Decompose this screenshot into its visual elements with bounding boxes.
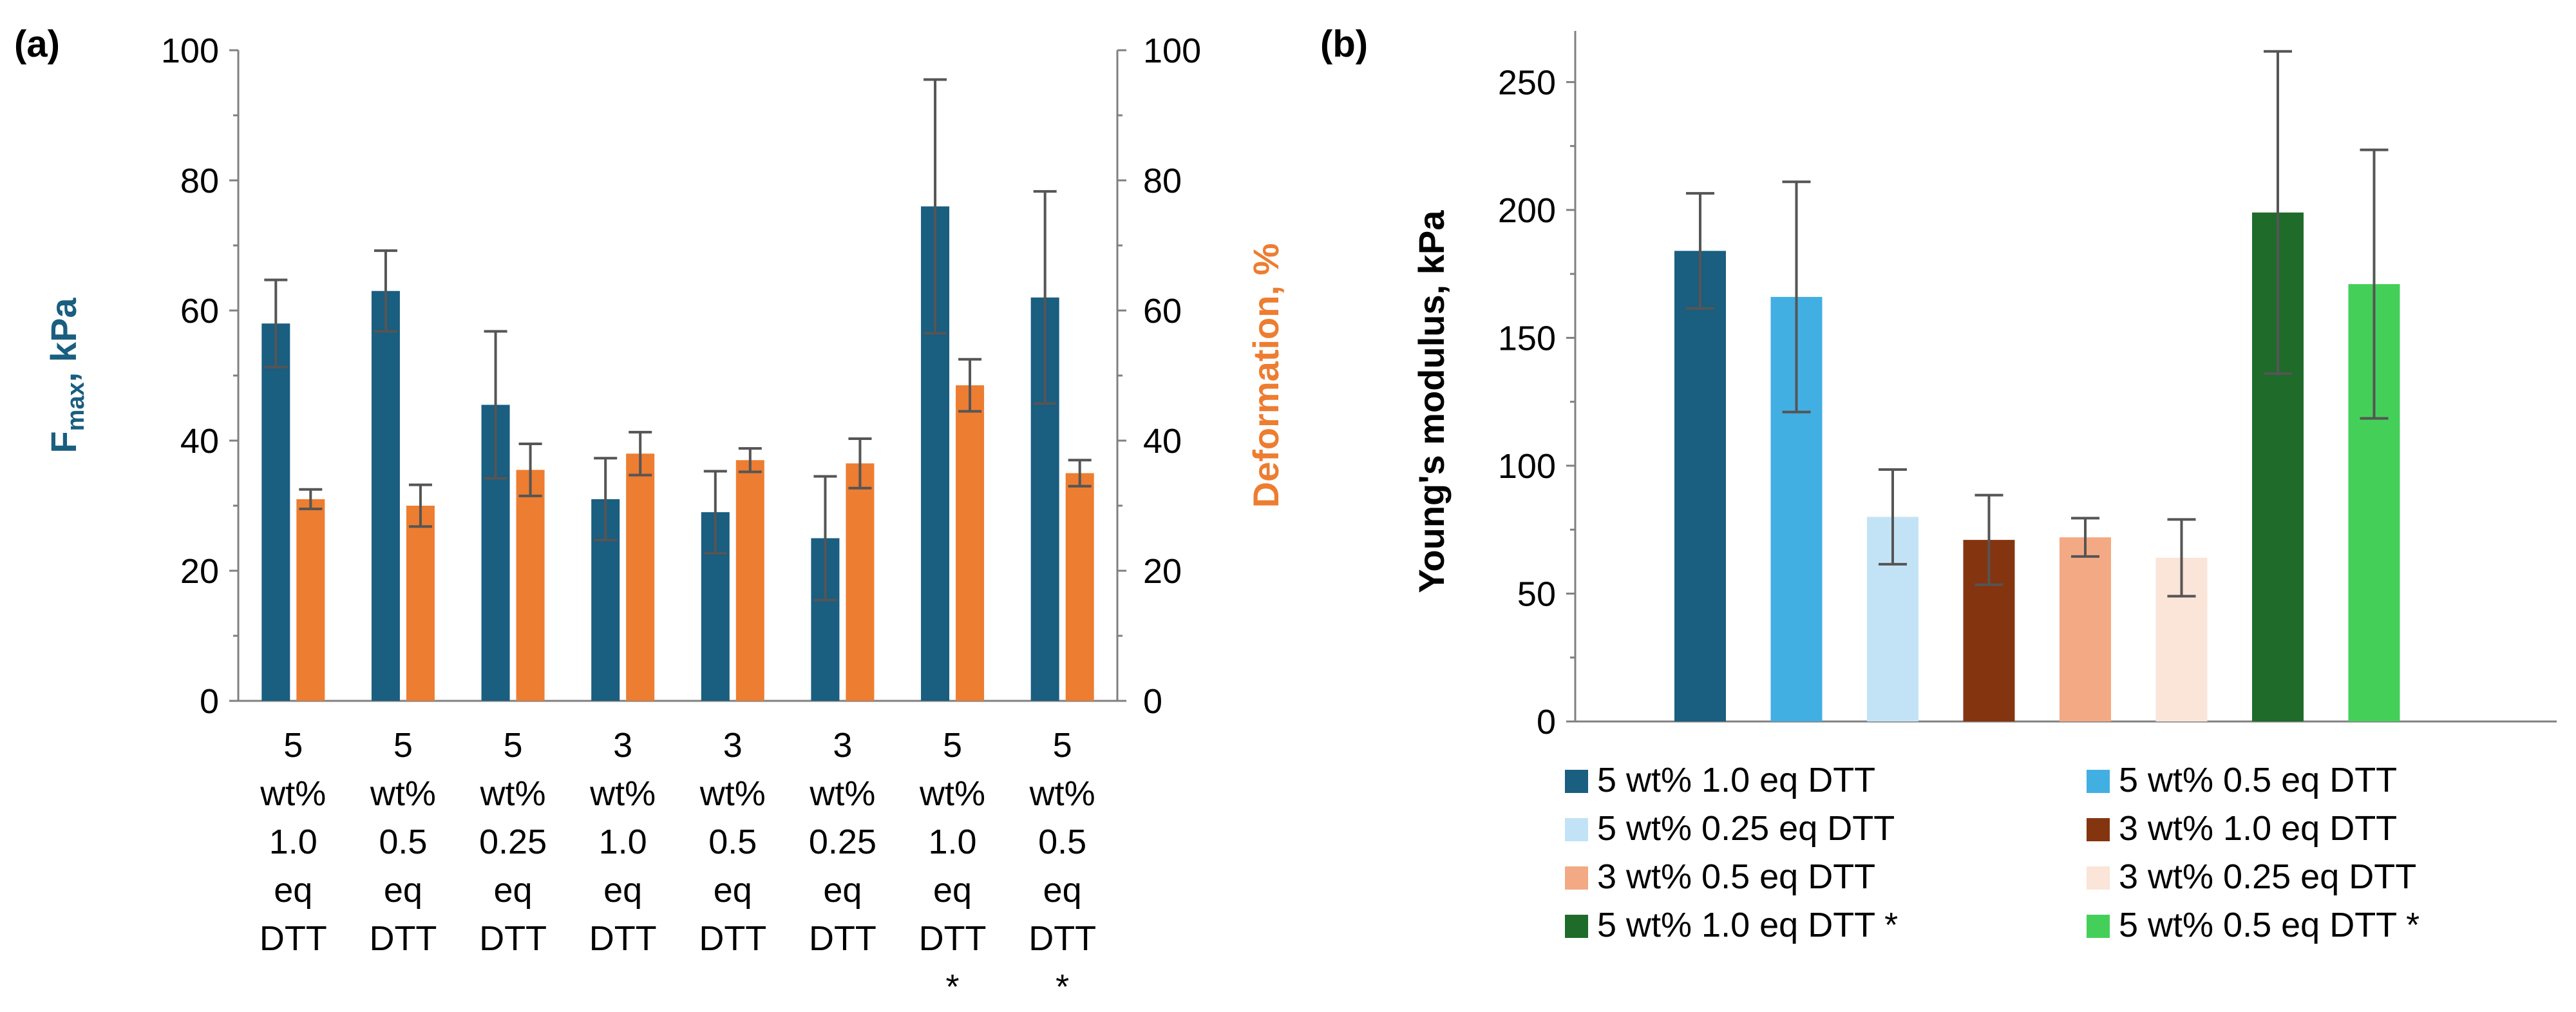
- category-label: 0.5: [708, 823, 757, 861]
- category-label: DTT: [919, 919, 987, 958]
- left-tick-label: 40: [180, 422, 219, 461]
- category-label: 0.25: [479, 823, 547, 861]
- legend-label: 5 wt% 0.5 eq DTT *: [2119, 906, 2420, 944]
- legend-label: 5 wt% 0.25 eq DTT: [1597, 809, 1895, 848]
- bar-deformation: [1065, 473, 1094, 701]
- legend-swatch: [1565, 770, 1588, 793]
- category-label: 5: [504, 726, 523, 765]
- category-label: 3: [613, 726, 632, 765]
- category-label: wt%: [260, 774, 326, 813]
- panel-a-label: (a): [14, 23, 60, 65]
- modulus-bar: [1674, 251, 1726, 721]
- bar-deformation: [296, 499, 325, 701]
- category-label: 5: [393, 726, 413, 765]
- category-label: *: [1056, 968, 1069, 1006]
- category-label: 5: [943, 726, 962, 765]
- legend-swatch: [2087, 818, 2110, 841]
- panel-b-label: (b): [1320, 23, 1368, 65]
- right-tick-label: 100: [1143, 32, 1201, 70]
- category-label: DTT: [809, 919, 876, 958]
- category-label: wt%: [370, 774, 436, 813]
- left-axis-title-rest: , kPa: [43, 298, 84, 383]
- category-label: eq: [603, 871, 642, 910]
- category-label: eq: [494, 871, 533, 910]
- tick-label: 250: [1498, 63, 1556, 102]
- category-label: eq: [823, 871, 862, 910]
- legend-label: 3 wt% 1.0 eq DTT: [2119, 809, 2397, 848]
- bar-deformation: [626, 453, 655, 701]
- left-axis-title: Fmax, kPa: [43, 298, 90, 453]
- category-label: eq: [1043, 871, 1082, 910]
- left-tick-label: 0: [200, 682, 219, 721]
- category-label: eq: [384, 871, 422, 910]
- bar-fmax: [371, 291, 400, 701]
- category-label: DTT: [589, 919, 657, 958]
- left-tick-label: 100: [161, 32, 219, 70]
- bar-deformation: [956, 385, 985, 701]
- legend-swatch: [2087, 866, 2110, 890]
- legend-label: 3 wt% 0.25 eq DTT: [2119, 857, 2416, 896]
- category-label: 1.0: [599, 823, 647, 861]
- bar-deformation: [516, 470, 545, 701]
- category-label: DTT: [260, 919, 327, 958]
- right-tick-label: 20: [1143, 552, 1182, 591]
- legend-label: 5 wt% 1.0 eq DTT *: [1597, 906, 1898, 944]
- category-label: eq: [714, 871, 752, 910]
- category-label: eq: [933, 871, 972, 910]
- legend-label: 5 wt% 0.5 eq DTT: [2119, 761, 2397, 799]
- left-tick-label: 20: [180, 552, 219, 591]
- left-tick-label: 60: [180, 292, 219, 330]
- category-label: 5: [1053, 726, 1072, 765]
- category-label: 0.5: [1038, 823, 1086, 861]
- tick-label: 0: [1537, 703, 1556, 741]
- category-label: wt%: [809, 774, 875, 813]
- category-label: 3: [723, 726, 743, 765]
- right-tick-label: 60: [1143, 292, 1182, 330]
- bar-deformation: [846, 463, 875, 701]
- tick-label: 100: [1498, 447, 1556, 486]
- category-label: 1.0: [929, 823, 977, 861]
- category-label: 0.5: [379, 823, 427, 861]
- legend-swatch: [1565, 818, 1588, 841]
- legend-label: 5 wt% 1.0 eq DTT: [1597, 761, 1875, 799]
- right-tick-label: 40: [1143, 422, 1182, 461]
- panel-b-chart: (b) Young's modulus, kPa 0 50 100 150 200 250…: [1320, 23, 2557, 944]
- legend-swatch: [2087, 915, 2110, 938]
- category-label: 1.0: [269, 823, 317, 861]
- category-label: 0.25: [809, 823, 876, 861]
- right-tick-label: 0: [1143, 682, 1162, 721]
- left-tick-label: 80: [180, 162, 219, 200]
- panel-a-chart: (a) Fmax, kPa Deformation, % 0 20 40 60 80 10…: [14, 23, 1286, 1006]
- modulus-bar: [2060, 537, 2111, 721]
- left-axis-title-sub: max: [62, 382, 90, 431]
- category-label: 3: [833, 726, 852, 765]
- legend-label: 3 wt% 0.5 eq DTT: [1597, 857, 1875, 896]
- category-label: DTT: [369, 919, 437, 958]
- legend-swatch: [1565, 915, 1588, 938]
- category-label: wt%: [480, 774, 546, 813]
- category-label: eq: [274, 871, 312, 910]
- tick-label: 50: [1517, 575, 1556, 613]
- bar-deformation: [406, 506, 435, 701]
- bar-deformation: [735, 460, 764, 701]
- young-modulus-axis-title: Young's modulus, kPa: [1411, 210, 1452, 593]
- category-label: wt%: [589, 774, 656, 813]
- category-label: DTT: [1028, 919, 1096, 958]
- category-label: DTT: [479, 919, 547, 958]
- tick-label: 200: [1498, 191, 1556, 230]
- tick-label: 150: [1498, 319, 1556, 358]
- category-label: DTT: [699, 919, 766, 958]
- right-axis-title: Deformation, %: [1245, 243, 1286, 508]
- bar-fmax: [261, 323, 290, 701]
- right-tick-label: 80: [1143, 162, 1182, 200]
- category-label: *: [946, 968, 960, 1006]
- category-label: 5: [283, 726, 303, 765]
- legend-swatch: [2087, 770, 2110, 793]
- category-label: wt%: [919, 774, 985, 813]
- legend-swatch: [1565, 866, 1588, 890]
- left-axis-title-main: F: [43, 431, 84, 453]
- category-label: wt%: [1029, 774, 1095, 813]
- category-label: wt%: [699, 774, 766, 813]
